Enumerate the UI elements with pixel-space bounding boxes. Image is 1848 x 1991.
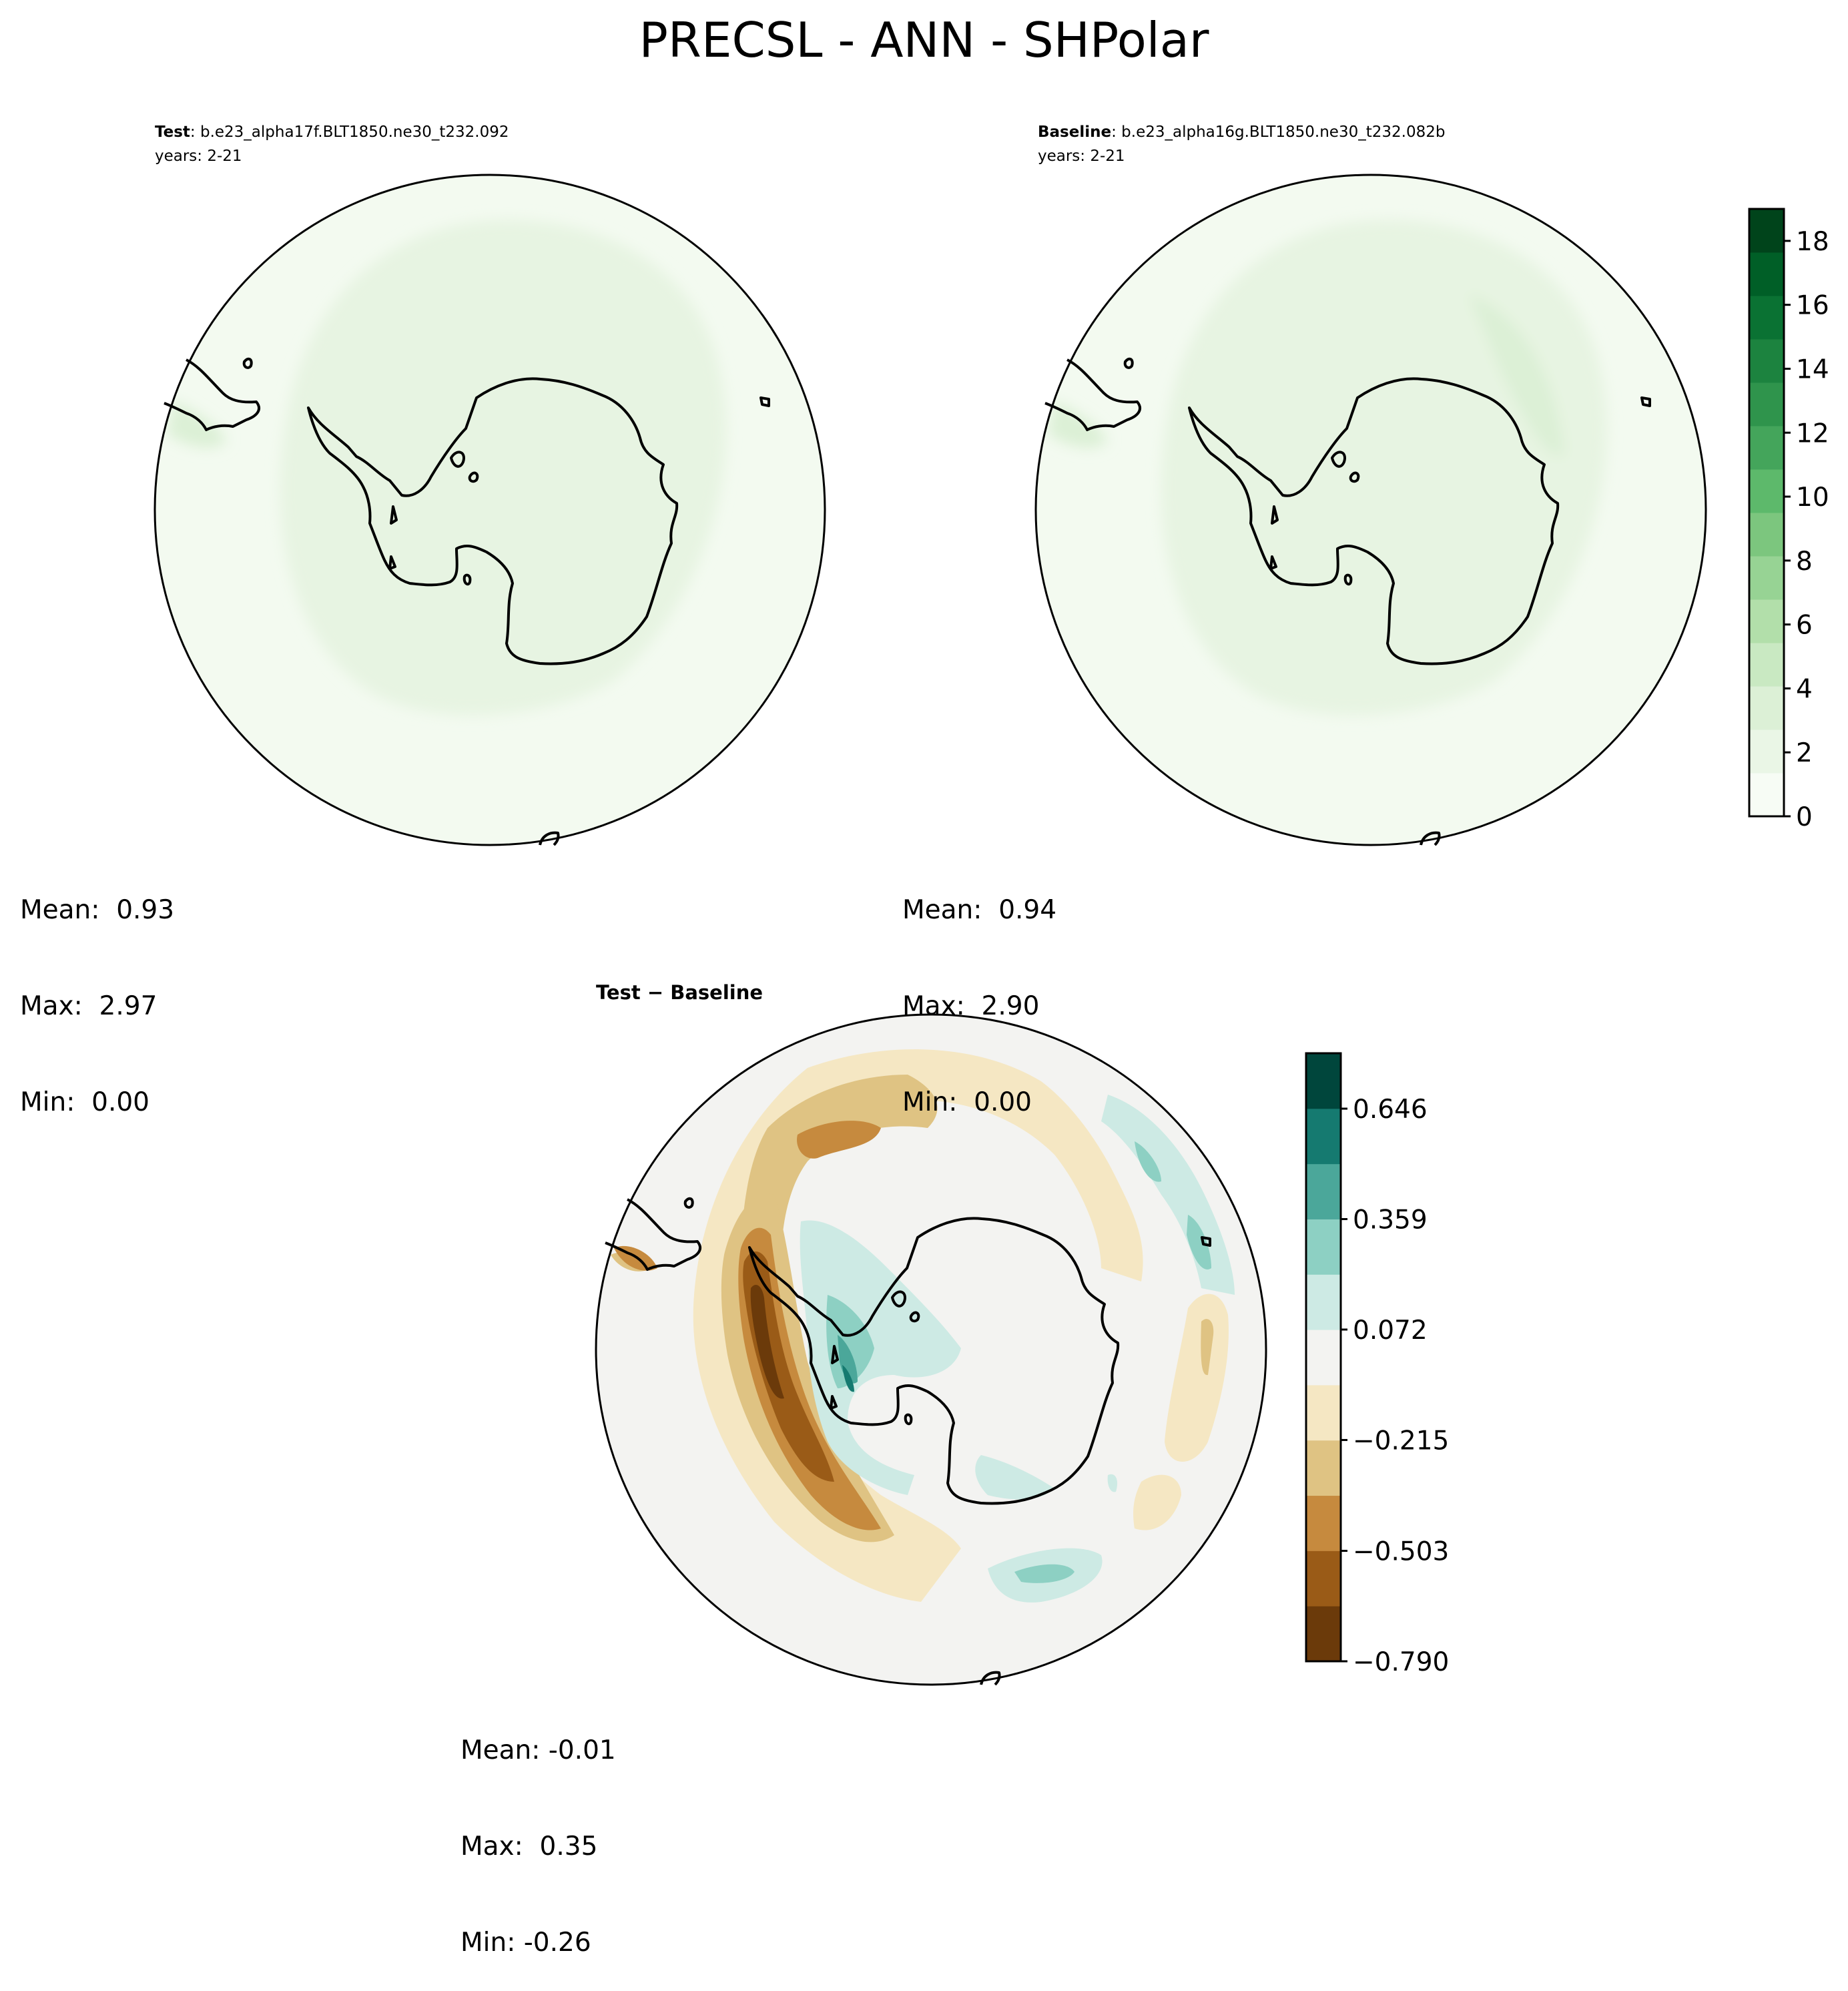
diff-max: Max: 0.35	[460, 1831, 598, 1862]
diff-stats: Mean: -0.01 Max: 0.35 Min: -0.26	[460, 1671, 616, 1991]
diff-min: Min: -0.26	[460, 1928, 591, 1958]
figure-title: PRECSL - ANN - SHPolar	[639, 12, 1209, 68]
precip-colorbar-tick-label: 12	[1796, 418, 1829, 449]
precip-colorbar-swatch	[1749, 469, 1784, 513]
baseline-min: Min: 0.00	[902, 1087, 1032, 1117]
precip-colorbar-tick-label: 14	[1796, 354, 1829, 384]
diff-colorbar-tick-label: −0.503	[1353, 1537, 1449, 1567]
baseline-stats: Mean: 0.94 Max: 2.90 Min: 0.00	[902, 830, 1056, 1151]
diff-colorbar-tick-label: −0.215	[1353, 1426, 1449, 1456]
diff-colorbar-swatch	[1306, 1384, 1341, 1441]
baseline-map	[1034, 174, 1707, 846]
diff-colorbar-tick-label: −0.790	[1353, 1647, 1449, 1677]
precip-colorbar-swatch	[1749, 426, 1784, 470]
precip-colorbar: 0 2 4 6 8 10 12 14 16 18	[1748, 208, 1829, 832]
diff-colorbar-swatch	[1306, 1606, 1341, 1662]
test-max: Max: 2.97	[20, 991, 158, 1021]
precip-colorbar-tick-label: 0	[1796, 802, 1813, 832]
figure-canvas: 0 2 4 6 8 10 12 14 16 18 −0.790 −0.503 −0.215 0.072 0…	[153, 174, 1829, 1686]
precip-colorbar-swatch	[1749, 686, 1784, 730]
diff-colorbar-tick-label: 0.646	[1353, 1095, 1428, 1125]
diff-colorbar-swatch	[1306, 1219, 1341, 1275]
baseline-max: Max: 2.90	[902, 991, 1040, 1021]
diff-colorbar-swatch	[1306, 1163, 1341, 1219]
precip-colorbar-swatch	[1749, 382, 1784, 426]
diff-mean: Mean: -0.01	[460, 1735, 616, 1765]
precip-colorbar-swatch	[1749, 513, 1784, 557]
precip-colorbar-swatch	[1749, 773, 1784, 817]
precip-colorbar-tick-label: 16	[1796, 291, 1829, 321]
diff-colorbar-swatch	[1306, 1274, 1341, 1330]
precip-colorbar-swatch	[1749, 252, 1784, 296]
precip-colorbar-tick-label: 4	[1796, 674, 1813, 704]
diff-panel-title: Test − Baseline	[596, 981, 763, 1004]
precip-colorbar-swatch	[1749, 339, 1784, 383]
diff-colorbar-tick-label: 0.072	[1353, 1316, 1428, 1346]
diff-colorbar-swatch	[1306, 1440, 1341, 1496]
baseline-case-name: : b.e23_alpha16g.BLT1850.ne30_t232.082b	[1111, 123, 1446, 141]
precip-colorbar-tick-label: 18	[1796, 227, 1829, 257]
diff-colorbar-swatch	[1306, 1330, 1341, 1386]
diff-colorbar-tick-label: 0.359	[1353, 1205, 1428, 1235]
precip-colorbar-tick-label: 6	[1796, 611, 1813, 641]
precip-colorbar-swatch	[1749, 209, 1784, 253]
precip-colorbar-swatch	[1749, 556, 1784, 600]
precip-colorbar-tick-label: 2	[1796, 738, 1813, 768]
diff-map	[595, 1013, 1267, 1686]
test-stats: Mean: 0.93 Max: 2.97 Min: 0.00	[20, 830, 174, 1151]
precip-colorbar-swatch	[1749, 730, 1784, 774]
test-min: Min: 0.00	[20, 1087, 149, 1117]
test-mean: Mean: 0.93	[20, 895, 175, 925]
test-map	[153, 174, 826, 846]
precip-colorbar-swatch	[1749, 643, 1784, 687]
precip-colorbar-frame	[1748, 208, 1785, 818]
diff-colorbar-swatch	[1306, 1053, 1341, 1109]
test-panel-header: Test: b.e23_alpha17f.BLT1850.ne30_t232.0…	[155, 120, 509, 168]
precip-colorbar-tick-label: 8	[1796, 547, 1813, 577]
diff-colorbar-swatch	[1306, 1550, 1341, 1607]
diff-colorbar-swatch	[1306, 1495, 1341, 1551]
precip-colorbar-swatch	[1749, 599, 1784, 643]
baseline-panel-header: Baseline: b.e23_alpha16g.BLT1850.ne30_t2…	[1038, 120, 1445, 168]
baseline-label: Baseline	[1038, 123, 1112, 141]
baseline-mean: Mean: 0.94	[902, 895, 1057, 925]
baseline-years: years: 2-21	[1038, 148, 1125, 165]
diff-colorbar-swatch	[1306, 1108, 1341, 1165]
precip-colorbar-swatch	[1749, 296, 1784, 340]
precip-colorbar-tick-label: 10	[1796, 483, 1829, 513]
test-years: years: 2-21	[155, 148, 242, 165]
test-label: Test	[155, 123, 190, 141]
test-case-name: : b.e23_alpha17f.BLT1850.ne30_t232.092	[190, 123, 509, 141]
diff-colorbar-frame	[1305, 1052, 1342, 1663]
diff-colorbar: −0.790 −0.503 −0.215 0.072 0.359 0.646	[1305, 1052, 1449, 1677]
